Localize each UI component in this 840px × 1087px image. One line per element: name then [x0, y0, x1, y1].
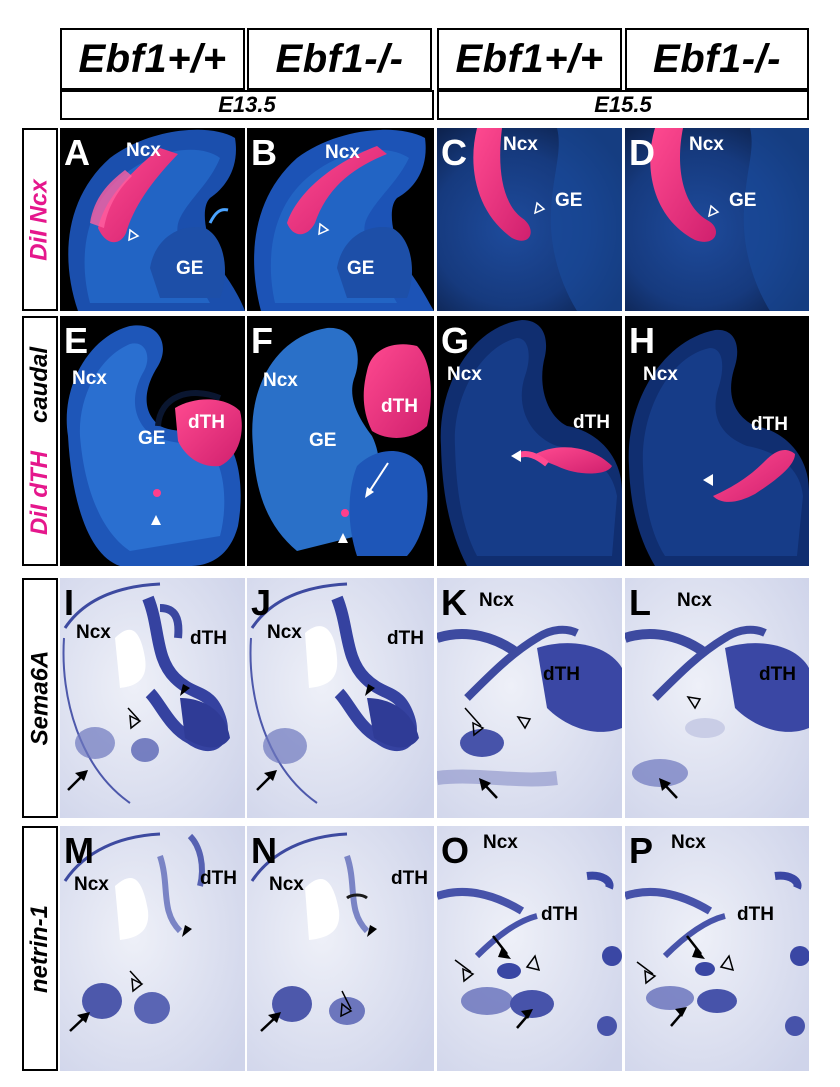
- panel-A: A Ncx GE: [60, 128, 245, 311]
- row-label-2: DiI dTH caudal: [22, 316, 58, 566]
- panel-I: I Ncx dTH: [60, 578, 245, 818]
- row-label-text: caudal: [26, 346, 53, 424]
- stage-header-e13: E13.5: [60, 90, 434, 120]
- region-label: Ncx: [689, 134, 724, 155]
- panel-letter: A: [64, 132, 90, 173]
- panel-D: D Ncx GE: [625, 128, 809, 311]
- region-label: GE: [347, 258, 375, 279]
- region-label: dTH: [381, 396, 418, 417]
- stage-header-e15: E15.5: [437, 90, 809, 120]
- region-label: Ncx: [74, 874, 109, 895]
- panel-letter: H: [629, 320, 655, 361]
- region-label: GE: [176, 258, 204, 279]
- genotype-header-2: Ebf1-/-: [247, 28, 432, 90]
- stage-label: E13.5: [218, 92, 276, 117]
- region-label: GE: [138, 428, 166, 449]
- panel-letter: E: [64, 320, 89, 361]
- region-label: Ncx: [479, 590, 514, 611]
- row-label-4: netrin-1: [22, 826, 58, 1071]
- region-label: dTH: [751, 414, 788, 435]
- row-label-text: DiI dTH: [26, 451, 53, 536]
- region-label: dTH: [759, 664, 796, 685]
- panel-G: G Ncx dTH: [437, 316, 622, 566]
- region-label: dTH: [573, 412, 610, 433]
- genotype-label: Ebf1+/+: [78, 36, 227, 81]
- panel-letter: M: [64, 830, 94, 871]
- region-label: GE: [309, 430, 337, 451]
- region-label: dTH: [543, 664, 580, 685]
- row-label-text: netrin-1: [26, 904, 54, 993]
- genotype-header-4: Ebf1-/-: [625, 28, 809, 90]
- panel-H: H Ncx dTH: [625, 316, 809, 566]
- region-label: dTH: [737, 904, 774, 925]
- region-label: Ncx: [325, 142, 360, 163]
- row-label-text: DiI Ncx: [26, 178, 53, 261]
- panel-letter: J: [251, 582, 272, 623]
- region-label: Ncx: [671, 832, 706, 853]
- region-label: Ncx: [503, 134, 538, 155]
- panel-J: J Ncx dTH: [247, 578, 434, 818]
- panel-letter: K: [441, 582, 467, 623]
- genotype-header-3: Ebf1+/+: [437, 28, 622, 90]
- panel-B: B Ncx GE: [247, 128, 434, 311]
- region-label: Ncx: [263, 370, 298, 391]
- panel-C: C Ncx GE: [437, 128, 622, 311]
- row-label-1: DiI Ncx: [22, 128, 58, 311]
- region-label: GE: [555, 190, 583, 211]
- region-label: Ncx: [483, 832, 518, 853]
- panel-E: E Ncx GE dTH: [60, 316, 245, 566]
- panel-K: K Ncx dTH: [437, 578, 622, 818]
- panel-P: P Ncx dTH: [625, 826, 809, 1071]
- panel-O: O Ncx dTH: [437, 826, 622, 1071]
- region-label: Ncx: [643, 364, 678, 385]
- region-label: dTH: [391, 868, 428, 889]
- region-label: Ncx: [267, 622, 302, 643]
- region-label: GE: [729, 190, 757, 211]
- panel-letter: P: [629, 830, 654, 871]
- region-label: Ncx: [447, 364, 482, 385]
- region-label: dTH: [541, 904, 578, 925]
- panel-letter: I: [64, 582, 75, 623]
- row-label-3: Sema6A: [22, 578, 58, 818]
- region-label: dTH: [190, 628, 227, 649]
- panel-letter: L: [629, 582, 651, 623]
- genotype-header-1: Ebf1+/+: [60, 28, 245, 90]
- region-label: dTH: [387, 628, 424, 649]
- panel-letter: G: [441, 320, 470, 361]
- panel-letter: D: [629, 132, 655, 173]
- region-label: Ncx: [126, 140, 161, 161]
- region-label: Ncx: [76, 622, 111, 643]
- region-label: Ncx: [72, 368, 107, 389]
- genotype-label: Ebf1+/+: [455, 36, 604, 81]
- region-label: dTH: [200, 868, 237, 889]
- panel-letter: N: [251, 830, 277, 871]
- panel-letter: B: [251, 132, 277, 173]
- region-label: Ncx: [677, 590, 712, 611]
- stage-label: E15.5: [594, 92, 652, 117]
- row-label-text: Sema6A: [26, 650, 54, 746]
- panel-letter: O: [441, 830, 470, 871]
- panel-M: M Ncx dTH: [60, 826, 245, 1071]
- genotype-label: Ebf1-/-: [653, 36, 781, 81]
- panel-N: N Ncx dTH: [247, 826, 434, 1071]
- panel-L: L Ncx dTH: [625, 578, 809, 818]
- panel-letter: F: [251, 320, 273, 361]
- region-label: Ncx: [269, 874, 304, 895]
- panel-letter: C: [441, 132, 467, 173]
- panel-F: F Ncx GE dTH: [247, 316, 434, 566]
- region-label: dTH: [188, 412, 225, 433]
- genotype-label: Ebf1-/-: [275, 36, 404, 81]
